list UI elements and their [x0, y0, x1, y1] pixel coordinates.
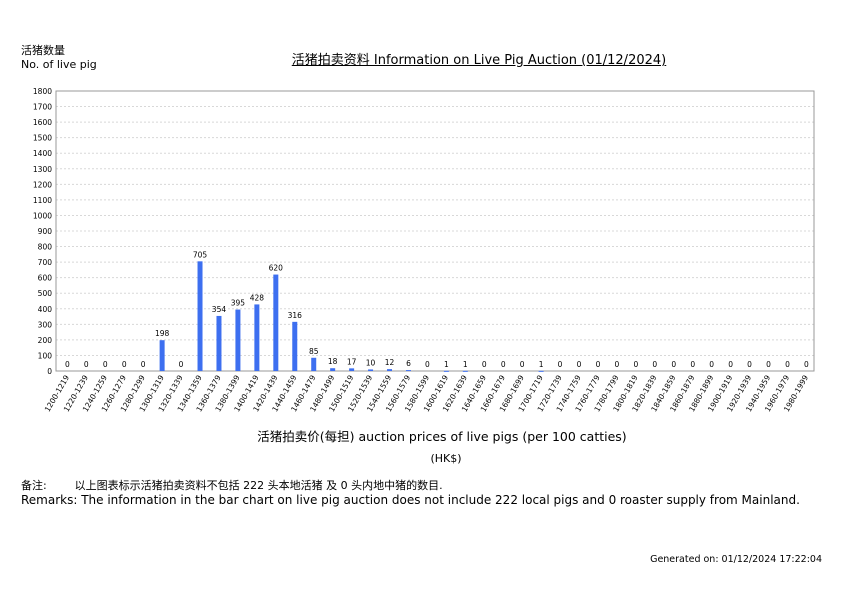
data-label: 0	[728, 360, 733, 369]
bar	[273, 274, 279, 371]
data-label: 0	[103, 360, 108, 369]
data-label: 620	[269, 264, 284, 273]
data-label: 354	[212, 305, 227, 314]
data-label: 10	[366, 358, 376, 367]
data-label: 0	[482, 360, 487, 369]
data-label: 0	[804, 360, 809, 369]
y-tick-label: 400	[38, 305, 53, 314]
bar	[538, 370, 544, 372]
bar	[159, 340, 165, 371]
data-label: 0	[501, 360, 506, 369]
bar	[197, 261, 203, 371]
data-label: 18	[328, 357, 338, 366]
y-tick-label: 600	[38, 274, 53, 283]
data-label: 0	[766, 360, 771, 369]
x-axis-ticks: 1200-12191220-12391240-12591260-12791280…	[43, 373, 810, 413]
data-label: 0	[709, 360, 714, 369]
y-tick-label: 1800	[33, 87, 52, 96]
y-tick-label: 1100	[33, 196, 52, 205]
data-label: 85	[309, 347, 319, 356]
y-tick-label: 1600	[33, 118, 52, 127]
y-axis-label-en: No. of live pig	[21, 58, 97, 71]
y-tick-label: 800	[38, 243, 53, 252]
data-label: 0	[671, 360, 676, 369]
y-tick-label: 1300	[33, 165, 52, 174]
bar	[462, 370, 468, 372]
bar	[235, 309, 241, 371]
data-label: 198	[155, 329, 170, 338]
y-axis-label-cn: 活猪数量	[21, 44, 65, 57]
data-label: 0	[577, 360, 582, 369]
bar	[216, 315, 222, 371]
plot-area-border	[55, 90, 815, 372]
y-tick-label: 500	[38, 289, 53, 298]
data-label: 0	[425, 360, 430, 369]
x-axis-label: 活猪拍卖价(每担) auction prices of live pigs (p…	[257, 429, 627, 444]
data-label: 0	[652, 360, 657, 369]
data-label: 395	[231, 299, 246, 308]
data-label: 0	[558, 360, 563, 369]
x-axis-unit: (HK$)	[430, 452, 462, 465]
bar	[349, 368, 355, 371]
bar	[443, 370, 449, 372]
data-label: 17	[347, 357, 357, 366]
remarks-cn: 备注: 以上图表标示活猪拍卖资料不包括 222 头本地活猪 及 0 头内地中猪的…	[21, 479, 443, 492]
data-label: 0	[520, 360, 525, 369]
bar	[330, 368, 336, 371]
bars	[159, 261, 544, 372]
bar	[368, 369, 374, 371]
data-label: 6	[406, 359, 411, 368]
y-tick-label: 1500	[33, 134, 52, 143]
data-label: 705	[193, 250, 208, 259]
y-axis-ticks: 0 100 200 300 400 500 600 700 800 900 1000 1100 1200…	[33, 87, 52, 376]
chart-title: 活猪拍卖资料 Information on Live Pig Auction (…	[291, 53, 667, 68]
bar	[387, 369, 393, 371]
bar	[405, 370, 411, 372]
data-label: 0	[84, 360, 89, 369]
data-label: 0	[690, 360, 695, 369]
y-tick-label: 900	[38, 227, 53, 236]
data-label: 1	[444, 360, 449, 369]
data-label: 0	[141, 360, 146, 369]
data-label: 316	[288, 311, 303, 320]
bar	[254, 304, 260, 371]
remarks-en: Remarks: The information in the bar char…	[21, 493, 800, 507]
y-tick-label: 300	[38, 320, 53, 329]
data-label: 0	[747, 360, 752, 369]
y-tick-label: 1700	[33, 103, 52, 112]
y-tick-label: 1400	[33, 149, 52, 158]
y-tick-label: 700	[38, 258, 53, 267]
gridlines	[56, 106, 814, 356]
y-tick-label: 1000	[33, 211, 52, 220]
data-label: 428	[250, 293, 265, 302]
data-label: 0	[785, 360, 790, 369]
data-label: 0	[633, 360, 638, 369]
data-label: 12	[385, 358, 395, 367]
y-tick-label: 200	[38, 336, 53, 345]
bar	[292, 321, 298, 371]
data-label: 0	[122, 360, 127, 369]
generated-timestamp: Generated on: 01/12/2024 17:22:04	[650, 554, 822, 565]
data-label: 0	[596, 360, 601, 369]
data-label: 0	[65, 360, 70, 369]
y-tick-label: 0	[47, 367, 52, 376]
data-label: 0	[179, 360, 184, 369]
data-label: 1	[539, 360, 544, 369]
bar	[311, 357, 317, 371]
data-label: 1	[463, 360, 468, 369]
data-label: 0	[615, 360, 620, 369]
y-tick-label: 1200	[33, 180, 52, 189]
y-tick-label: 100	[38, 351, 53, 360]
